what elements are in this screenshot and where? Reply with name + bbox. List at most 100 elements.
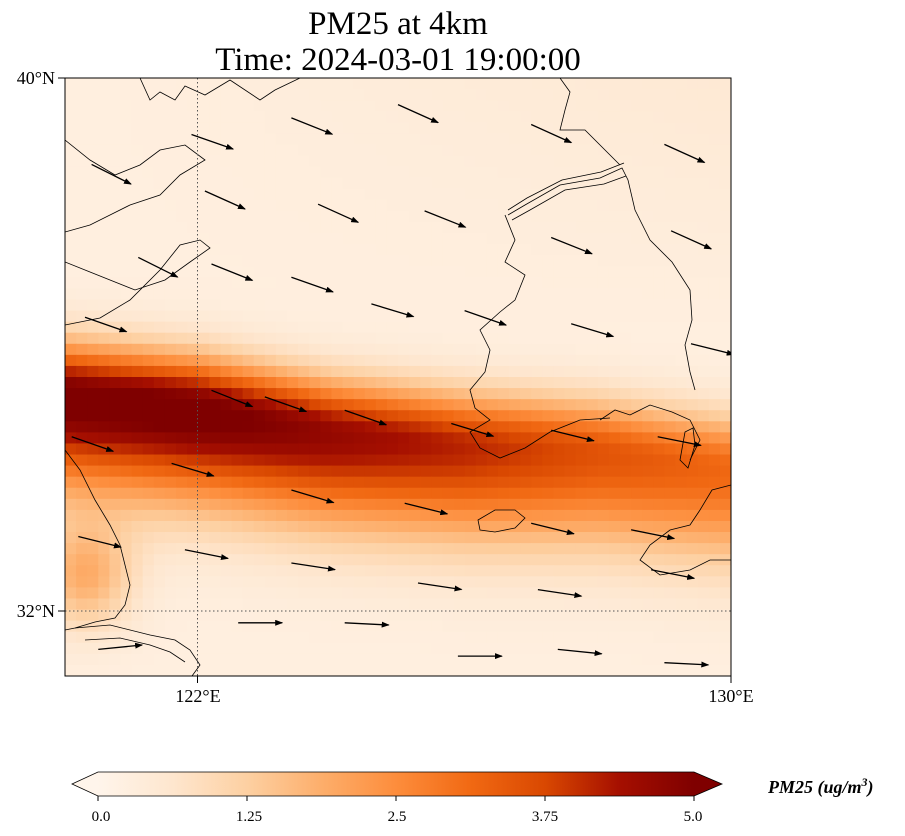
heatmap-cell [453, 188, 466, 201]
heatmap-cell [708, 89, 721, 101]
heatmap-cell [409, 310, 421, 323]
heatmap-cell [686, 277, 699, 289]
heatmap-cell [453, 664, 466, 676]
heatmap-cell [142, 266, 155, 278]
heatmap-cell [131, 520, 144, 533]
heatmap-cell [320, 144, 332, 157]
heatmap-cell [198, 288, 210, 301]
heatmap-cell [76, 620, 88, 633]
heatmap-cell [409, 100, 421, 112]
heatmap-cell [109, 310, 122, 323]
heatmap-cell [608, 465, 621, 478]
heatmap-cell [98, 100, 110, 112]
heatmap-cell [287, 166, 299, 179]
heatmap-cell [642, 111, 654, 123]
heatmap-cell [65, 399, 77, 411]
heatmap-cell [153, 443, 166, 456]
heatmap-cell [309, 598, 321, 611]
heatmap-cell [76, 576, 88, 588]
heatmap-cell [420, 144, 432, 157]
heatmap-cell [597, 288, 610, 301]
heatmap-cell [475, 620, 488, 633]
heatmap-cell [253, 365, 266, 378]
heatmap-cell [65, 509, 77, 522]
heatmap-cell [675, 155, 688, 168]
heatmap-cell [608, 421, 621, 433]
heatmap-cell [187, 465, 199, 478]
heatmap-cell [209, 631, 221, 644]
heatmap-cell [531, 210, 543, 223]
heatmap-cell [409, 89, 421, 101]
heatmap-cell [497, 642, 510, 655]
heatmap-cell [76, 543, 88, 555]
heatmap-cell [87, 144, 99, 157]
heatmap-cell [231, 509, 244, 522]
heatmap-cell [320, 310, 332, 323]
heatmap-cell [475, 199, 488, 212]
heatmap-cell [486, 255, 499, 267]
heatmap-cell [686, 576, 699, 588]
heatmap-cell [653, 310, 665, 323]
heatmap-cell [675, 388, 688, 400]
heatmap-cell [176, 454, 188, 467]
heatmap-cell [242, 609, 255, 622]
heatmap-cell [564, 78, 577, 90]
heatmap-cell [164, 620, 177, 633]
heatmap-cell [353, 653, 366, 666]
heatmap-cell [520, 177, 532, 190]
heatmap-cell [686, 354, 699, 367]
heatmap-cell [475, 277, 488, 289]
heatmap-cell [386, 421, 399, 433]
heatmap-cell [631, 199, 643, 212]
heatmap-cell [353, 288, 366, 301]
heatmap-cell [475, 188, 488, 201]
heatmap-cell [531, 587, 543, 600]
heatmap-cell [464, 587, 477, 600]
heatmap-cell [708, 598, 721, 611]
heatmap-cell [586, 587, 599, 600]
heatmap-cell [331, 332, 344, 345]
heatmap-cell [198, 310, 210, 323]
heatmap-cell [264, 498, 277, 511]
heatmap-cell [553, 487, 566, 500]
heatmap-cell [309, 144, 321, 157]
heatmap-cell [275, 388, 288, 400]
heatmap-cell [531, 365, 543, 378]
heatmap-cell [497, 576, 510, 588]
heatmap-cell [76, 520, 88, 533]
heatmap-cell [253, 89, 266, 101]
heatmap-cell [409, 454, 421, 467]
heatmap-cell [442, 598, 455, 611]
heatmap-cell [164, 598, 177, 611]
heatmap-cell [631, 631, 643, 644]
heatmap-cell [220, 498, 233, 511]
heatmap-cell [719, 587, 731, 600]
heatmap-cell [142, 565, 155, 577]
heatmap-cell [353, 664, 366, 676]
heatmap-cell [608, 155, 621, 168]
heatmap-cell [442, 664, 455, 676]
heatmap-cell [198, 122, 210, 134]
heatmap-cell [287, 155, 299, 168]
heatmap-cell [87, 133, 99, 146]
heatmap-cell [353, 199, 366, 212]
heatmap-cell [453, 89, 466, 101]
heatmap-cell [620, 111, 632, 123]
heatmap-cell [253, 421, 266, 433]
heatmap-cell [375, 576, 388, 588]
heatmap-cell [176, 122, 188, 134]
heatmap-cell [464, 421, 477, 433]
heatmap-cell [586, 277, 599, 289]
heatmap-cell [719, 476, 731, 489]
heatmap-cell [98, 221, 110, 234]
heatmap-cell [620, 100, 632, 112]
heatmap-cell [364, 609, 377, 622]
heatmap-cell [76, 432, 88, 445]
heatmap-cell [564, 199, 577, 212]
heatmap-cell [398, 642, 410, 655]
heatmap-cell [442, 454, 455, 467]
heatmap-cell [686, 653, 699, 666]
heatmap-cell [342, 122, 355, 134]
heatmap-cell [531, 277, 543, 289]
heatmap-cell [697, 343, 710, 356]
